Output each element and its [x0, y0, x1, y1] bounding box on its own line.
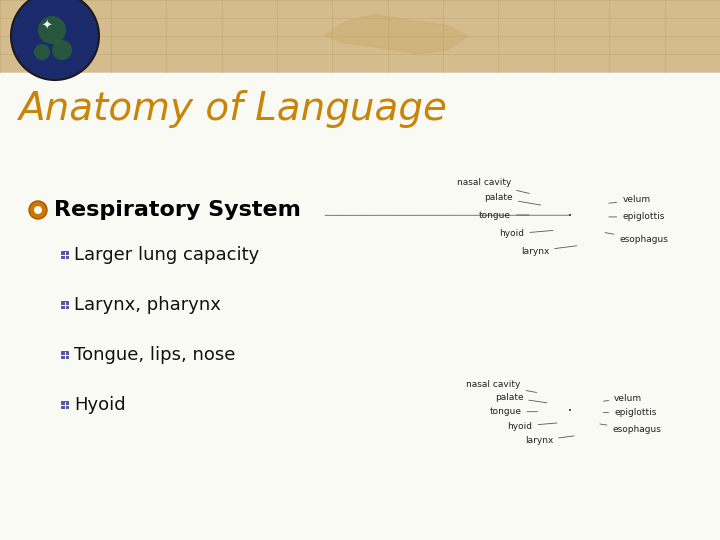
FancyBboxPatch shape — [61, 401, 68, 408]
Text: palate: palate — [485, 193, 541, 205]
Text: ✦: ✦ — [42, 19, 53, 32]
Text: velum: velum — [603, 394, 642, 403]
FancyBboxPatch shape — [61, 251, 68, 258]
Text: tongue: tongue — [479, 211, 529, 219]
Text: esophagus: esophagus — [605, 233, 668, 244]
Text: nasal cavity: nasal cavity — [456, 178, 529, 193]
Text: epiglottis: epiglottis — [609, 212, 665, 221]
Circle shape — [34, 44, 50, 60]
Polygon shape — [324, 15, 468, 54]
Text: esophagus: esophagus — [600, 424, 662, 434]
Circle shape — [52, 40, 72, 60]
Circle shape — [11, 0, 99, 80]
Text: Respiratory System: Respiratory System — [54, 200, 301, 220]
Text: tongue: tongue — [490, 407, 537, 416]
Text: Larynx, pharynx: Larynx, pharynx — [74, 296, 221, 314]
FancyBboxPatch shape — [0, 0, 720, 72]
Text: larynx: larynx — [521, 246, 577, 255]
Text: hyoid: hyoid — [500, 230, 553, 239]
Text: velum: velum — [609, 195, 650, 204]
Circle shape — [38, 16, 66, 44]
Circle shape — [29, 201, 47, 219]
Text: Larger lung capacity: Larger lung capacity — [74, 246, 259, 264]
Text: palate: palate — [495, 393, 547, 403]
FancyBboxPatch shape — [61, 351, 68, 358]
Text: Tongue, lips, nose: Tongue, lips, nose — [74, 346, 235, 364]
Text: Hyoid: Hyoid — [74, 396, 125, 414]
Text: nasal cavity: nasal cavity — [467, 380, 536, 393]
Text: Anatomy of Language: Anatomy of Language — [18, 90, 447, 128]
Text: larynx: larynx — [525, 436, 574, 445]
FancyBboxPatch shape — [61, 301, 68, 308]
Text: epiglottis: epiglottis — [603, 408, 657, 417]
Text: hyoid: hyoid — [508, 422, 557, 431]
Circle shape — [34, 206, 42, 214]
